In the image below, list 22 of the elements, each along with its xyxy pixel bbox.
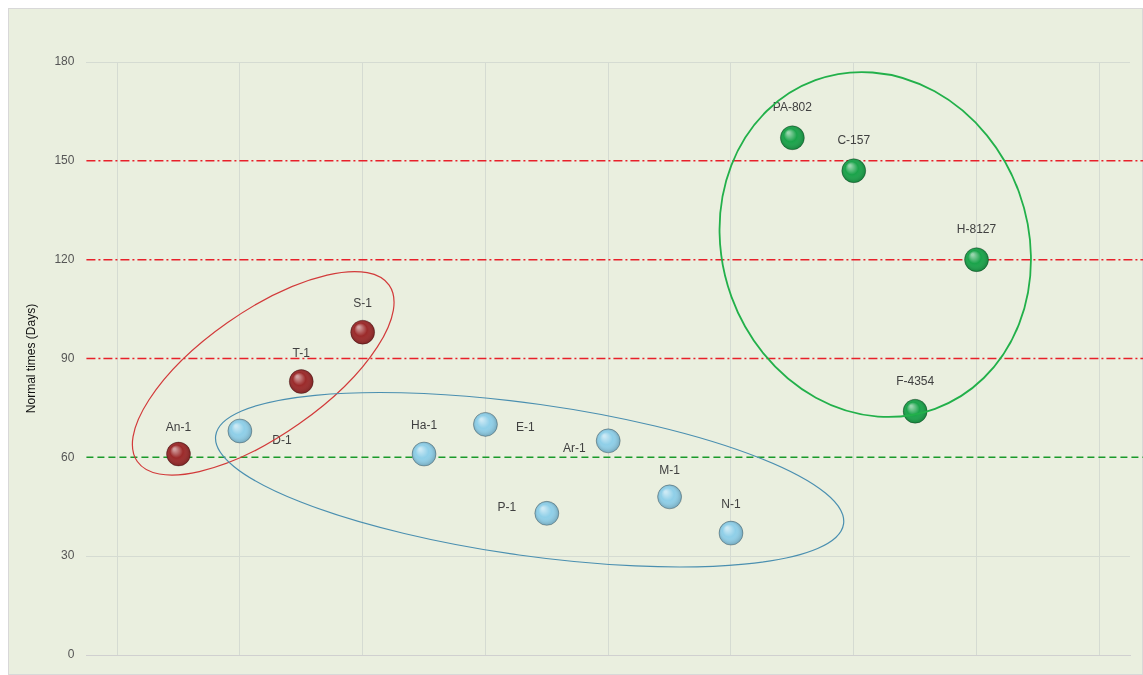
data-label: M-1 <box>659 463 681 478</box>
data-label: H-8127 <box>956 221 997 236</box>
data-label: P-1 <box>497 499 517 514</box>
data-label: D-1 <box>272 433 292 448</box>
data-label: T-1 <box>292 345 311 360</box>
data-label: S-1 <box>353 296 373 311</box>
data-label: E-1 <box>516 419 536 434</box>
y-tick-label: 150 <box>54 153 75 168</box>
data-label: An-1 <box>165 420 192 435</box>
data-label: C-157 <box>837 133 871 148</box>
data-label: Ha-1 <box>411 418 438 433</box>
y-tick-label: 180 <box>54 54 75 69</box>
data-label: Ar-1 <box>562 441 586 456</box>
y-tick-label: 60 <box>61 449 75 464</box>
y-tick-label: 0 <box>67 647 75 662</box>
data-label: PA-802 <box>772 100 813 115</box>
y-tick-label: 90 <box>61 350 75 365</box>
data-label: F-4354 <box>896 373 935 388</box>
data-label: N-1 <box>721 497 741 512</box>
y-axis-title: Normal times (Days) <box>23 303 38 414</box>
y-tick-label: 120 <box>54 251 75 266</box>
y-tick-label: 30 <box>61 548 75 563</box>
